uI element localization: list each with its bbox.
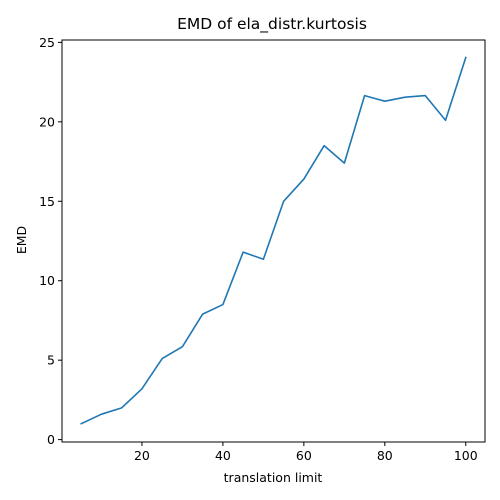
x-tick-label: 20 (134, 448, 150, 463)
plot-frame (61, 39, 486, 443)
y-tick-label: 25 (39, 35, 55, 50)
chart-title: EMD of ela_distr.kurtosis (177, 15, 367, 34)
plot-area: 20 40 60 80 100 0 5 10 15 20 25 (39, 35, 486, 463)
x-axis-label: translation limit (224, 470, 323, 485)
x-tick-label: 100 (454, 448, 478, 463)
y-tick-label: 15 (39, 194, 55, 209)
x-tick-label: 80 (377, 448, 393, 463)
x-tick-label: 40 (215, 448, 231, 463)
y-tick-label: 20 (39, 114, 55, 129)
y-axis-label: EMD (14, 226, 29, 254)
x-tick-label: 60 (296, 448, 312, 463)
y-tick-label: 0 (47, 432, 55, 447)
y-tick-label: 10 (39, 273, 55, 288)
y-tick-label: 5 (47, 353, 55, 368)
series-line (80, 56, 467, 425)
